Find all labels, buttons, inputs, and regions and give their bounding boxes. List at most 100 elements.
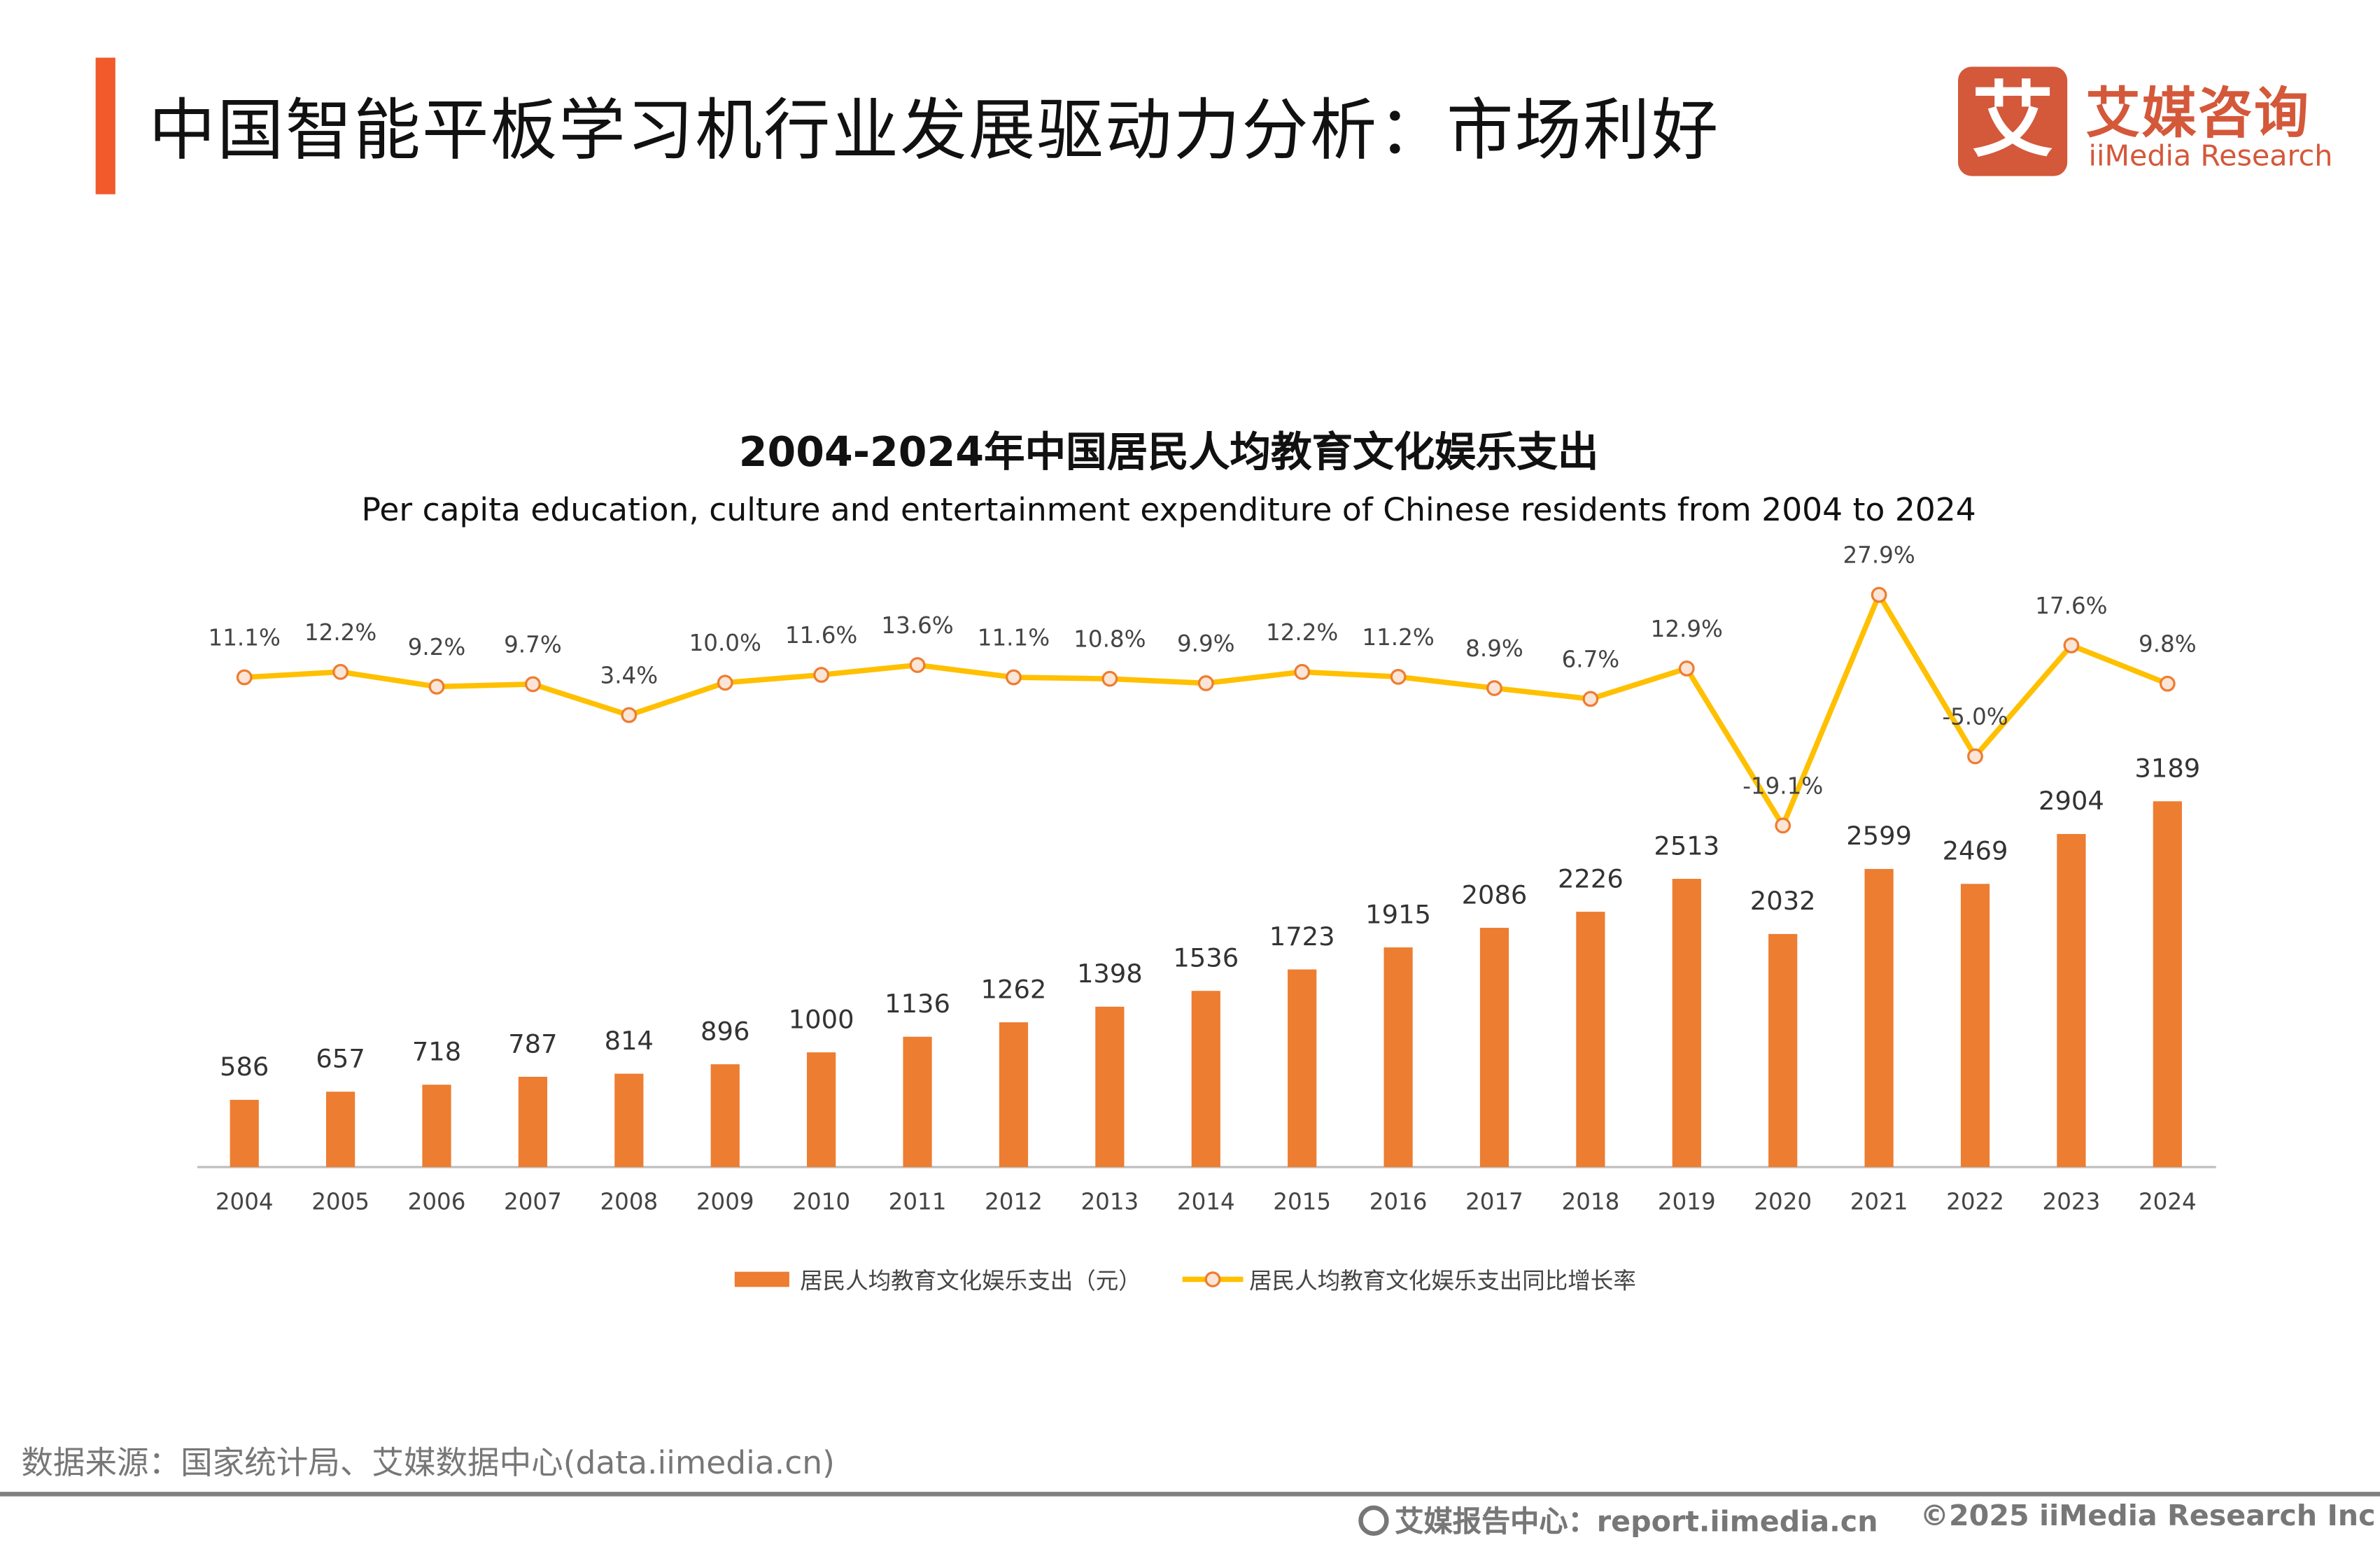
bar: [1095, 1006, 1125, 1167]
x-tick-label: 2022: [1946, 1189, 2004, 1215]
growth-point: [1294, 663, 1311, 680]
footer-report-text: 艾媒报告中心：report.iimedia.cn: [1395, 1505, 1878, 1539]
bar: [422, 1085, 451, 1167]
growth-point: [1390, 668, 1407, 685]
growth-point: [1967, 748, 1983, 765]
legend-bar-swatch: [734, 1271, 789, 1287]
bar-value-label: 2226: [1558, 863, 1624, 893]
x-tick-label: 2004: [216, 1189, 274, 1215]
growth-point: [813, 667, 830, 683]
legend-line-marker: [1204, 1271, 1221, 1287]
bar-value-label: 1136: [885, 989, 950, 1019]
bar-value-label: 896: [700, 1016, 749, 1046]
bar-value-label: 1000: [789, 1004, 854, 1034]
x-tick-label: 2006: [408, 1189, 466, 1215]
growth-point: [2159, 675, 2176, 692]
growth-point: [1871, 586, 1887, 603]
footer-copyright: ©2025 iiMedia Research Inc: [1920, 1499, 2376, 1533]
logo-cn-text: 艾媒咨询: [2085, 83, 2311, 146]
bar: [1383, 947, 1413, 1167]
x-tick-label: 2011: [889, 1189, 947, 1215]
x-tick-label: 2008: [600, 1189, 658, 1215]
bar-value-label: 2904: [2039, 786, 2104, 816]
bar: [230, 1099, 259, 1167]
bar: [1479, 928, 1509, 1167]
bar: [2153, 801, 2182, 1167]
x-tick-label: 2010: [792, 1189, 850, 1215]
bar: [807, 1052, 836, 1167]
growth-value-label: 10.0%: [689, 630, 761, 656]
x-tick-label: 2009: [696, 1189, 754, 1215]
legend-bar-label: 居民人均教育文化娱乐支出（元）: [800, 1267, 1141, 1294]
bar: [1960, 884, 1990, 1167]
bar: [1576, 912, 1605, 1167]
growth-value-label: 8.9%: [1465, 635, 1523, 662]
x-tick-label: 2021: [1850, 1189, 1908, 1215]
growth-value-label: 11.1%: [978, 624, 1050, 651]
x-tick-label: 2017: [1465, 1189, 1523, 1215]
x-tick-label: 2018: [1562, 1189, 1620, 1215]
bar: [2057, 833, 2086, 1167]
growth-point: [1582, 691, 1599, 707]
x-tick-label: 2007: [504, 1189, 562, 1215]
chart-title: 2004-2024年中国居民人均教育文化娱乐支出: [738, 429, 1599, 477]
growth-point: [1006, 669, 1022, 686]
bar-value-label: 718: [412, 1037, 461, 1067]
growth-value-label: 11.6%: [785, 622, 857, 649]
growth-point: [2063, 637, 2080, 654]
growth-value-label: 27.9%: [1843, 542, 1915, 569]
footer-divider: [0, 1492, 2380, 1497]
bar-value-label: 1915: [1365, 899, 1431, 929]
growth-point: [621, 707, 638, 723]
bar: [1768, 933, 1798, 1167]
bar-value-label: 657: [316, 1044, 365, 1074]
bar: [1191, 991, 1220, 1167]
footer-report[interactable]: 艾媒报告中心：report.iimedia.cn: [1358, 1499, 1878, 1541]
bar: [710, 1064, 740, 1167]
bar-value-label: 1723: [1269, 921, 1335, 952]
bar: [1672, 879, 1701, 1167]
growth-value-label: 9.8%: [2139, 631, 2197, 658]
growth-point: [1486, 680, 1502, 696]
bar: [1864, 868, 1894, 1167]
x-tick-label: 2014: [1177, 1189, 1235, 1215]
x-tick-label: 2015: [1273, 1189, 1331, 1215]
growth-value-label: 3.4%: [600, 662, 659, 688]
chart-subtitle: Per capita education, culture and entert…: [361, 491, 1976, 528]
page-title: 中国智能平板学习机行业发展驱动力分析：市场利好: [148, 92, 1720, 170]
growth-value-label: -5.0%: [1942, 703, 2008, 730]
growth-value-label: 13.6%: [881, 612, 953, 639]
growth-value-label: 10.8%: [1073, 626, 1146, 653]
x-tick-label: 2005: [311, 1189, 369, 1215]
title-accent-bar: [95, 57, 115, 195]
data-source: 数据来源：国家统计局、艾媒数据中心(data.iimedia.cn): [21, 1444, 835, 1481]
iimedia-logo: 艾 艾媒咨询 iiMedia Research: [1958, 66, 2337, 179]
bar-value-label: 2599: [1846, 821, 1912, 851]
bar-value-label: 1398: [1077, 959, 1143, 989]
growth-value-label: 12.9%: [1651, 616, 1723, 642]
bar: [1288, 969, 1317, 1167]
growth-value-label: 11.2%: [1362, 624, 1434, 651]
growth-value-label: 17.6%: [2035, 593, 2107, 619]
growth-point: [1775, 817, 1791, 834]
globe-icon: [1358, 1505, 1389, 1537]
bar-value-label: 787: [508, 1029, 557, 1059]
growth-value-label: 9.7%: [504, 631, 562, 658]
growth-point: [1678, 661, 1695, 677]
bar: [518, 1076, 548, 1167]
growth-value-label: 11.1%: [209, 624, 281, 651]
growth-value-label: 12.2%: [1266, 619, 1338, 646]
bar-value-label: 1262: [981, 974, 1047, 1004]
bar-value-label: 2086: [1462, 880, 1528, 910]
bar: [999, 1022, 1029, 1167]
x-tick-label: 2016: [1369, 1189, 1428, 1215]
x-tick-label: 2012: [985, 1189, 1043, 1215]
growth-line: [244, 592, 2169, 828]
logo-mark: 艾: [1958, 66, 2068, 176]
growth-value-label: -19.1%: [1742, 772, 1823, 799]
bar-value-label: 2513: [1654, 831, 1719, 861]
x-tick-label: 2024: [2139, 1189, 2197, 1215]
growth-value-label: 6.7%: [1562, 646, 1620, 672]
growth-value-label: 9.2%: [408, 634, 466, 661]
